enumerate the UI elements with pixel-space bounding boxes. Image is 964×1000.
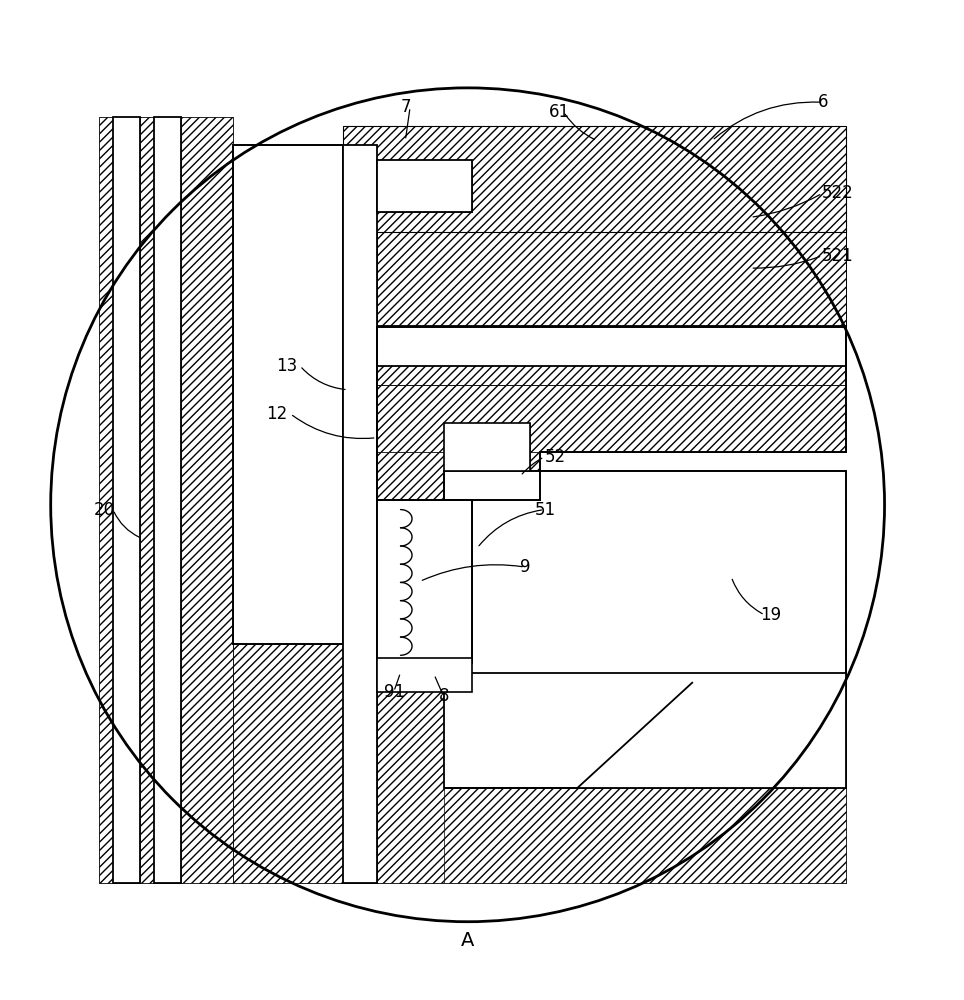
Bar — [154, 117, 181, 883]
Polygon shape — [377, 160, 472, 212]
Polygon shape — [377, 385, 846, 452]
Bar — [113, 117, 140, 883]
Text: 51: 51 — [535, 501, 556, 519]
Polygon shape — [616, 682, 846, 788]
Polygon shape — [232, 644, 377, 883]
Text: 8: 8 — [439, 687, 449, 705]
Bar — [377, 326, 846, 366]
Polygon shape — [377, 500, 472, 663]
Polygon shape — [377, 232, 846, 366]
Text: 6: 6 — [817, 93, 828, 111]
Polygon shape — [443, 788, 846, 883]
Bar — [443, 471, 846, 682]
Text: 91: 91 — [385, 683, 406, 701]
Polygon shape — [343, 126, 846, 232]
Text: A: A — [461, 931, 474, 950]
Polygon shape — [443, 423, 530, 471]
Text: 9: 9 — [521, 558, 531, 576]
Bar — [232, 145, 343, 644]
Polygon shape — [377, 232, 846, 385]
Bar — [443, 673, 846, 788]
Bar — [377, 658, 472, 692]
Text: 521: 521 — [822, 247, 854, 265]
Text: 12: 12 — [266, 405, 287, 423]
Text: 522: 522 — [822, 184, 854, 202]
Polygon shape — [140, 117, 154, 883]
Bar — [377, 160, 472, 212]
Polygon shape — [377, 500, 846, 883]
Text: 7: 7 — [400, 98, 411, 116]
Polygon shape — [377, 232, 846, 327]
Text: 52: 52 — [545, 448, 566, 466]
Text: 13: 13 — [276, 357, 297, 375]
Polygon shape — [343, 145, 377, 644]
Bar — [377, 500, 472, 663]
Polygon shape — [181, 117, 232, 883]
Polygon shape — [98, 117, 232, 883]
Polygon shape — [377, 452, 540, 500]
Bar — [343, 145, 377, 883]
Bar — [443, 423, 530, 471]
Text: 19: 19 — [760, 606, 781, 624]
Text: 61: 61 — [549, 103, 571, 121]
Text: 20: 20 — [94, 501, 115, 519]
